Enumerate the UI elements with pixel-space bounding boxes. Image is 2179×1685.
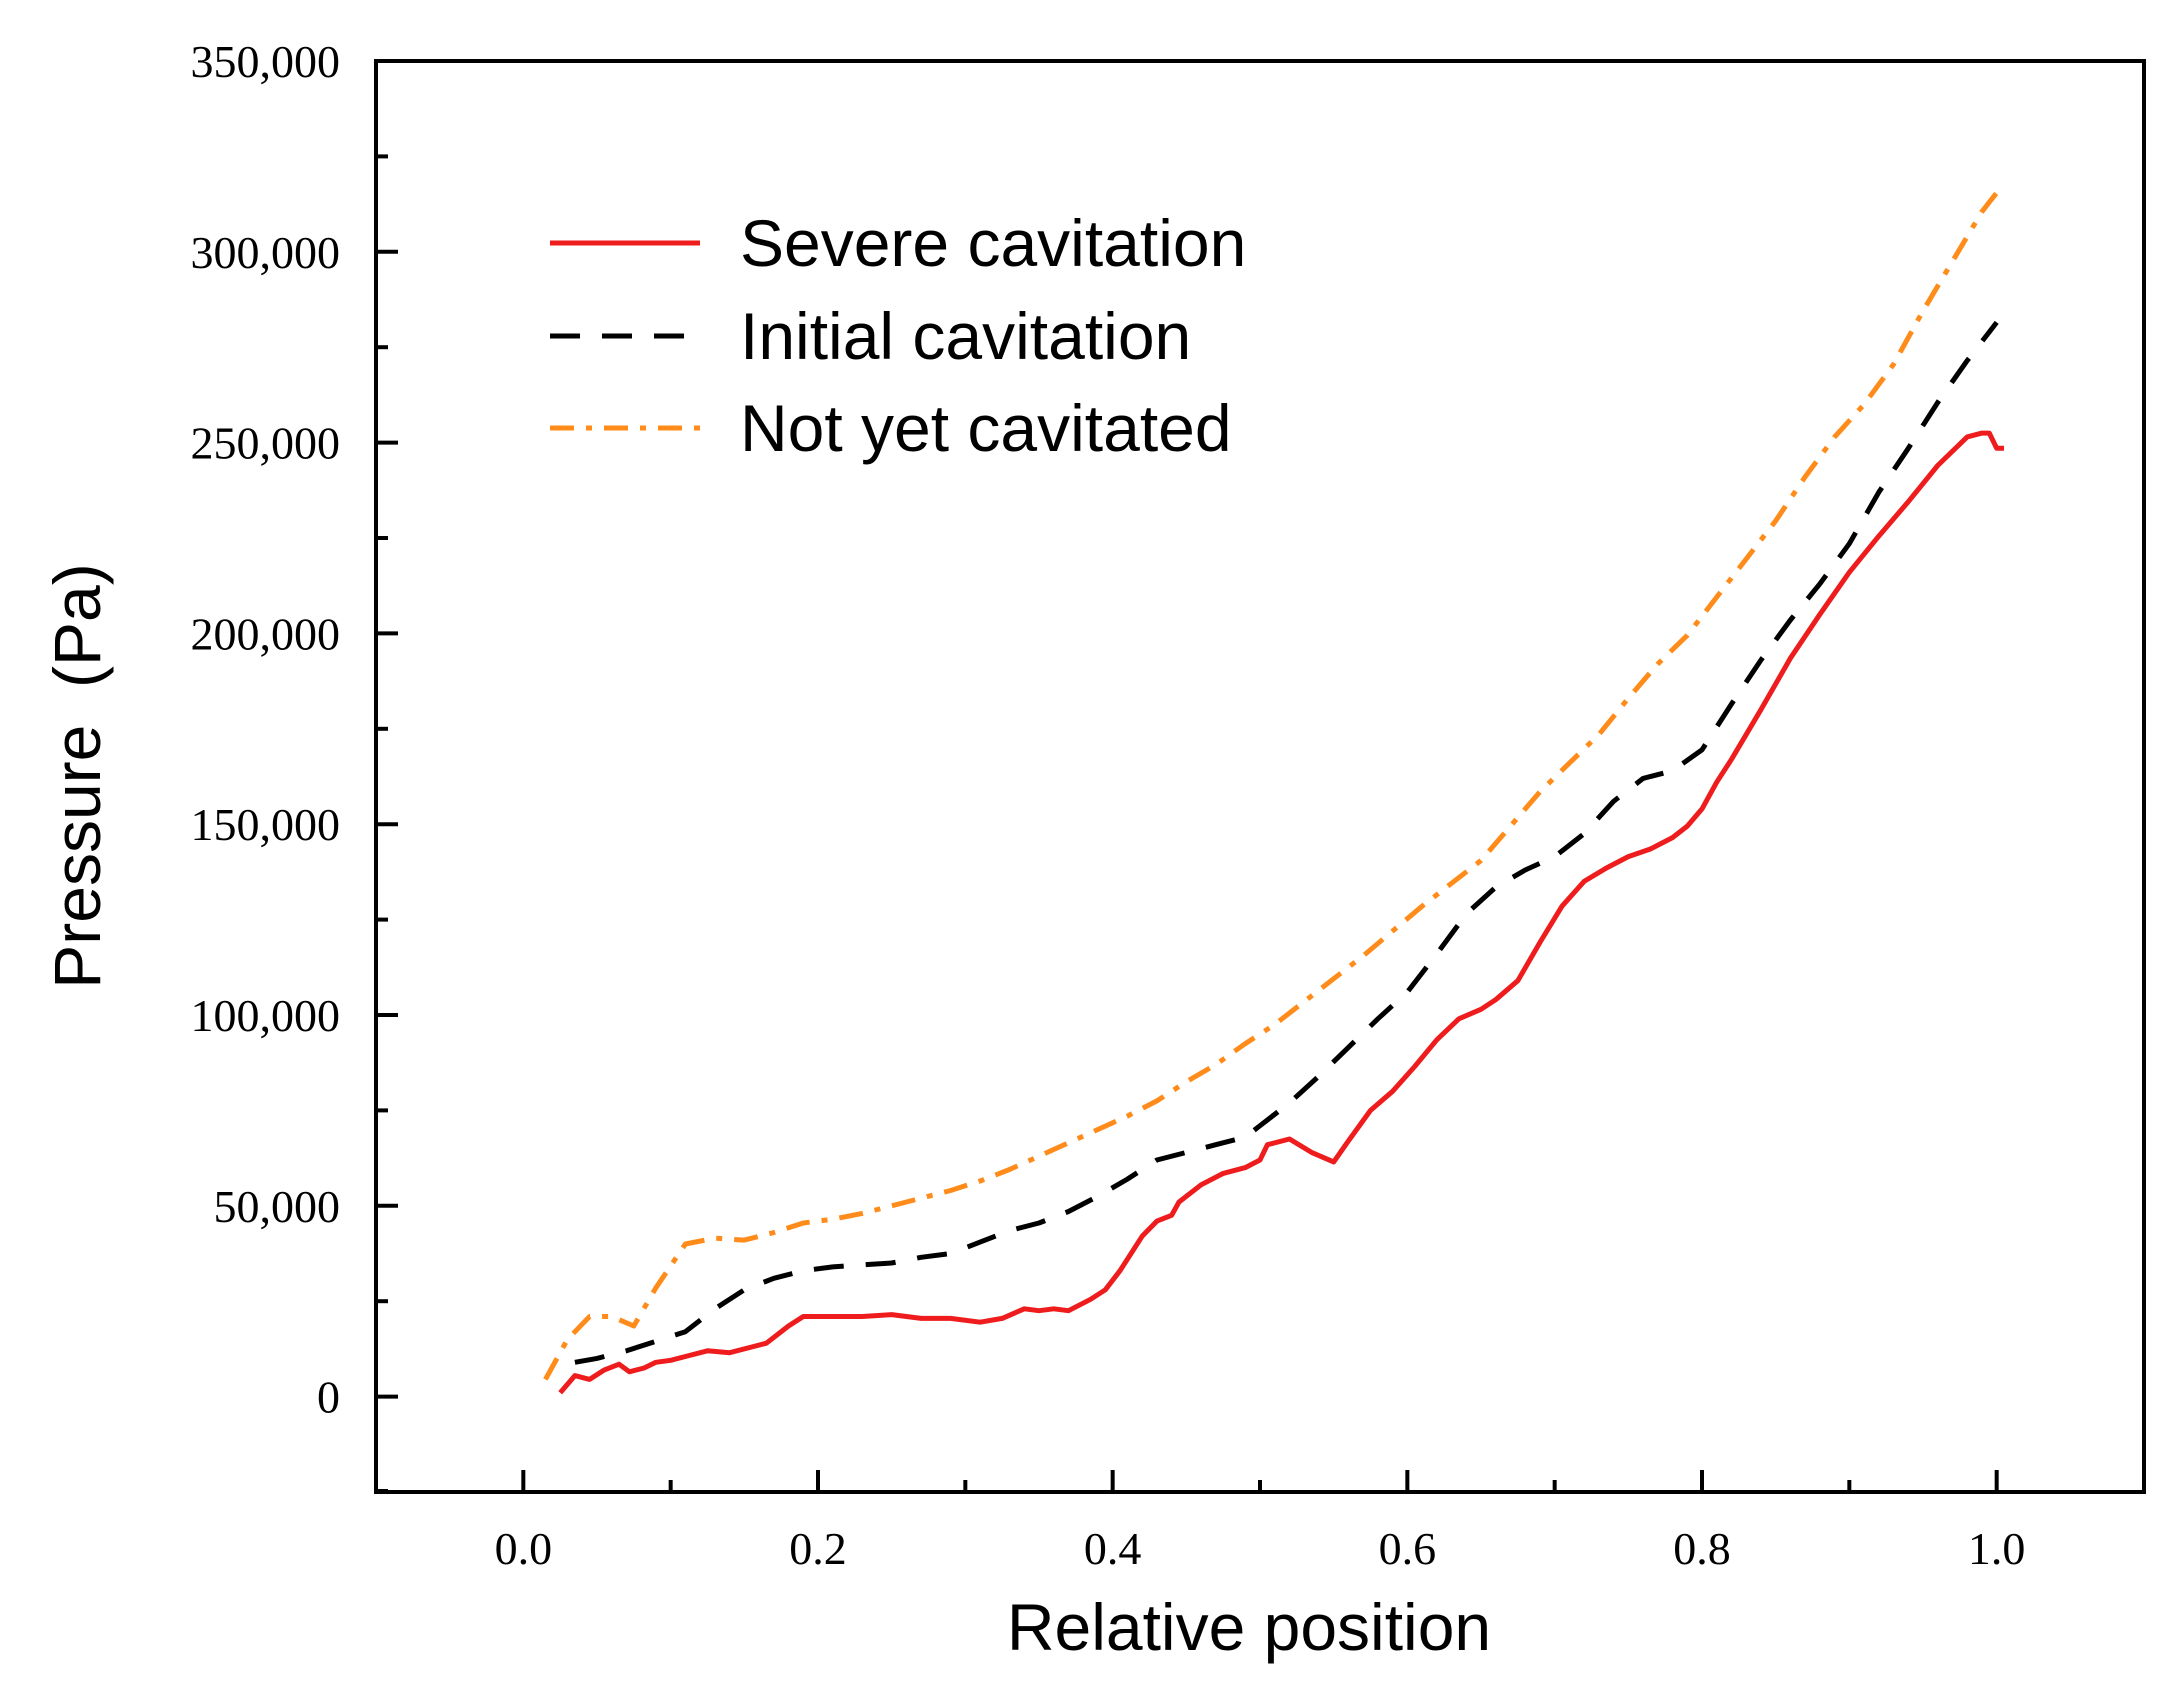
axis-tick-labels: 0.0 0.2 0.4 0.6 0.8 1.0 0 50,000 100,000 150,000 2… xyxy=(191,36,2026,1574)
plot-area-frame xyxy=(374,59,2146,1494)
x-tick-label: 0.0 xyxy=(495,1523,553,1574)
y-tick-label: 50,000 xyxy=(214,1181,341,1232)
x-tick-label: 0.6 xyxy=(1379,1523,1437,1574)
legend: Severe cavitation Initial cavitation Not… xyxy=(550,206,1246,465)
x-tick-label: 1.0 xyxy=(1968,1523,2026,1574)
y-tick-label: 250,000 xyxy=(191,418,341,469)
y-tick-label: 200,000 xyxy=(191,608,341,659)
legend-label-severe-cavitation: Severe cavitation xyxy=(740,206,1246,280)
series-line-initial-cavitation xyxy=(574,320,1999,1365)
x-tick-label: 0.8 xyxy=(1673,1523,1731,1574)
legend-label-not-yet-cavitated: Not yet cavitated xyxy=(740,391,1232,465)
y-tick-label: 350,000 xyxy=(191,36,341,87)
y-tick-label: 300,000 xyxy=(191,227,341,278)
y-tick-label: 100,000 xyxy=(191,990,341,1041)
y-axis-title: Pressure (Pa) xyxy=(40,563,114,988)
x-tick-label: 0.2 xyxy=(789,1523,847,1574)
legend-label-initial-cavitation: Initial cavitation xyxy=(740,299,1191,373)
y-tick-label: 0 xyxy=(317,1372,340,1423)
y-tick-label: 150,000 xyxy=(191,799,341,850)
data-series xyxy=(543,191,2004,1395)
x-tick-label: 0.4 xyxy=(1084,1523,1142,1574)
series-line-not-yet-cavitated xyxy=(543,191,1999,1381)
x-axis-title: Relative position xyxy=(1007,1590,1491,1664)
series-line-severe-cavitation xyxy=(558,430,2004,1395)
